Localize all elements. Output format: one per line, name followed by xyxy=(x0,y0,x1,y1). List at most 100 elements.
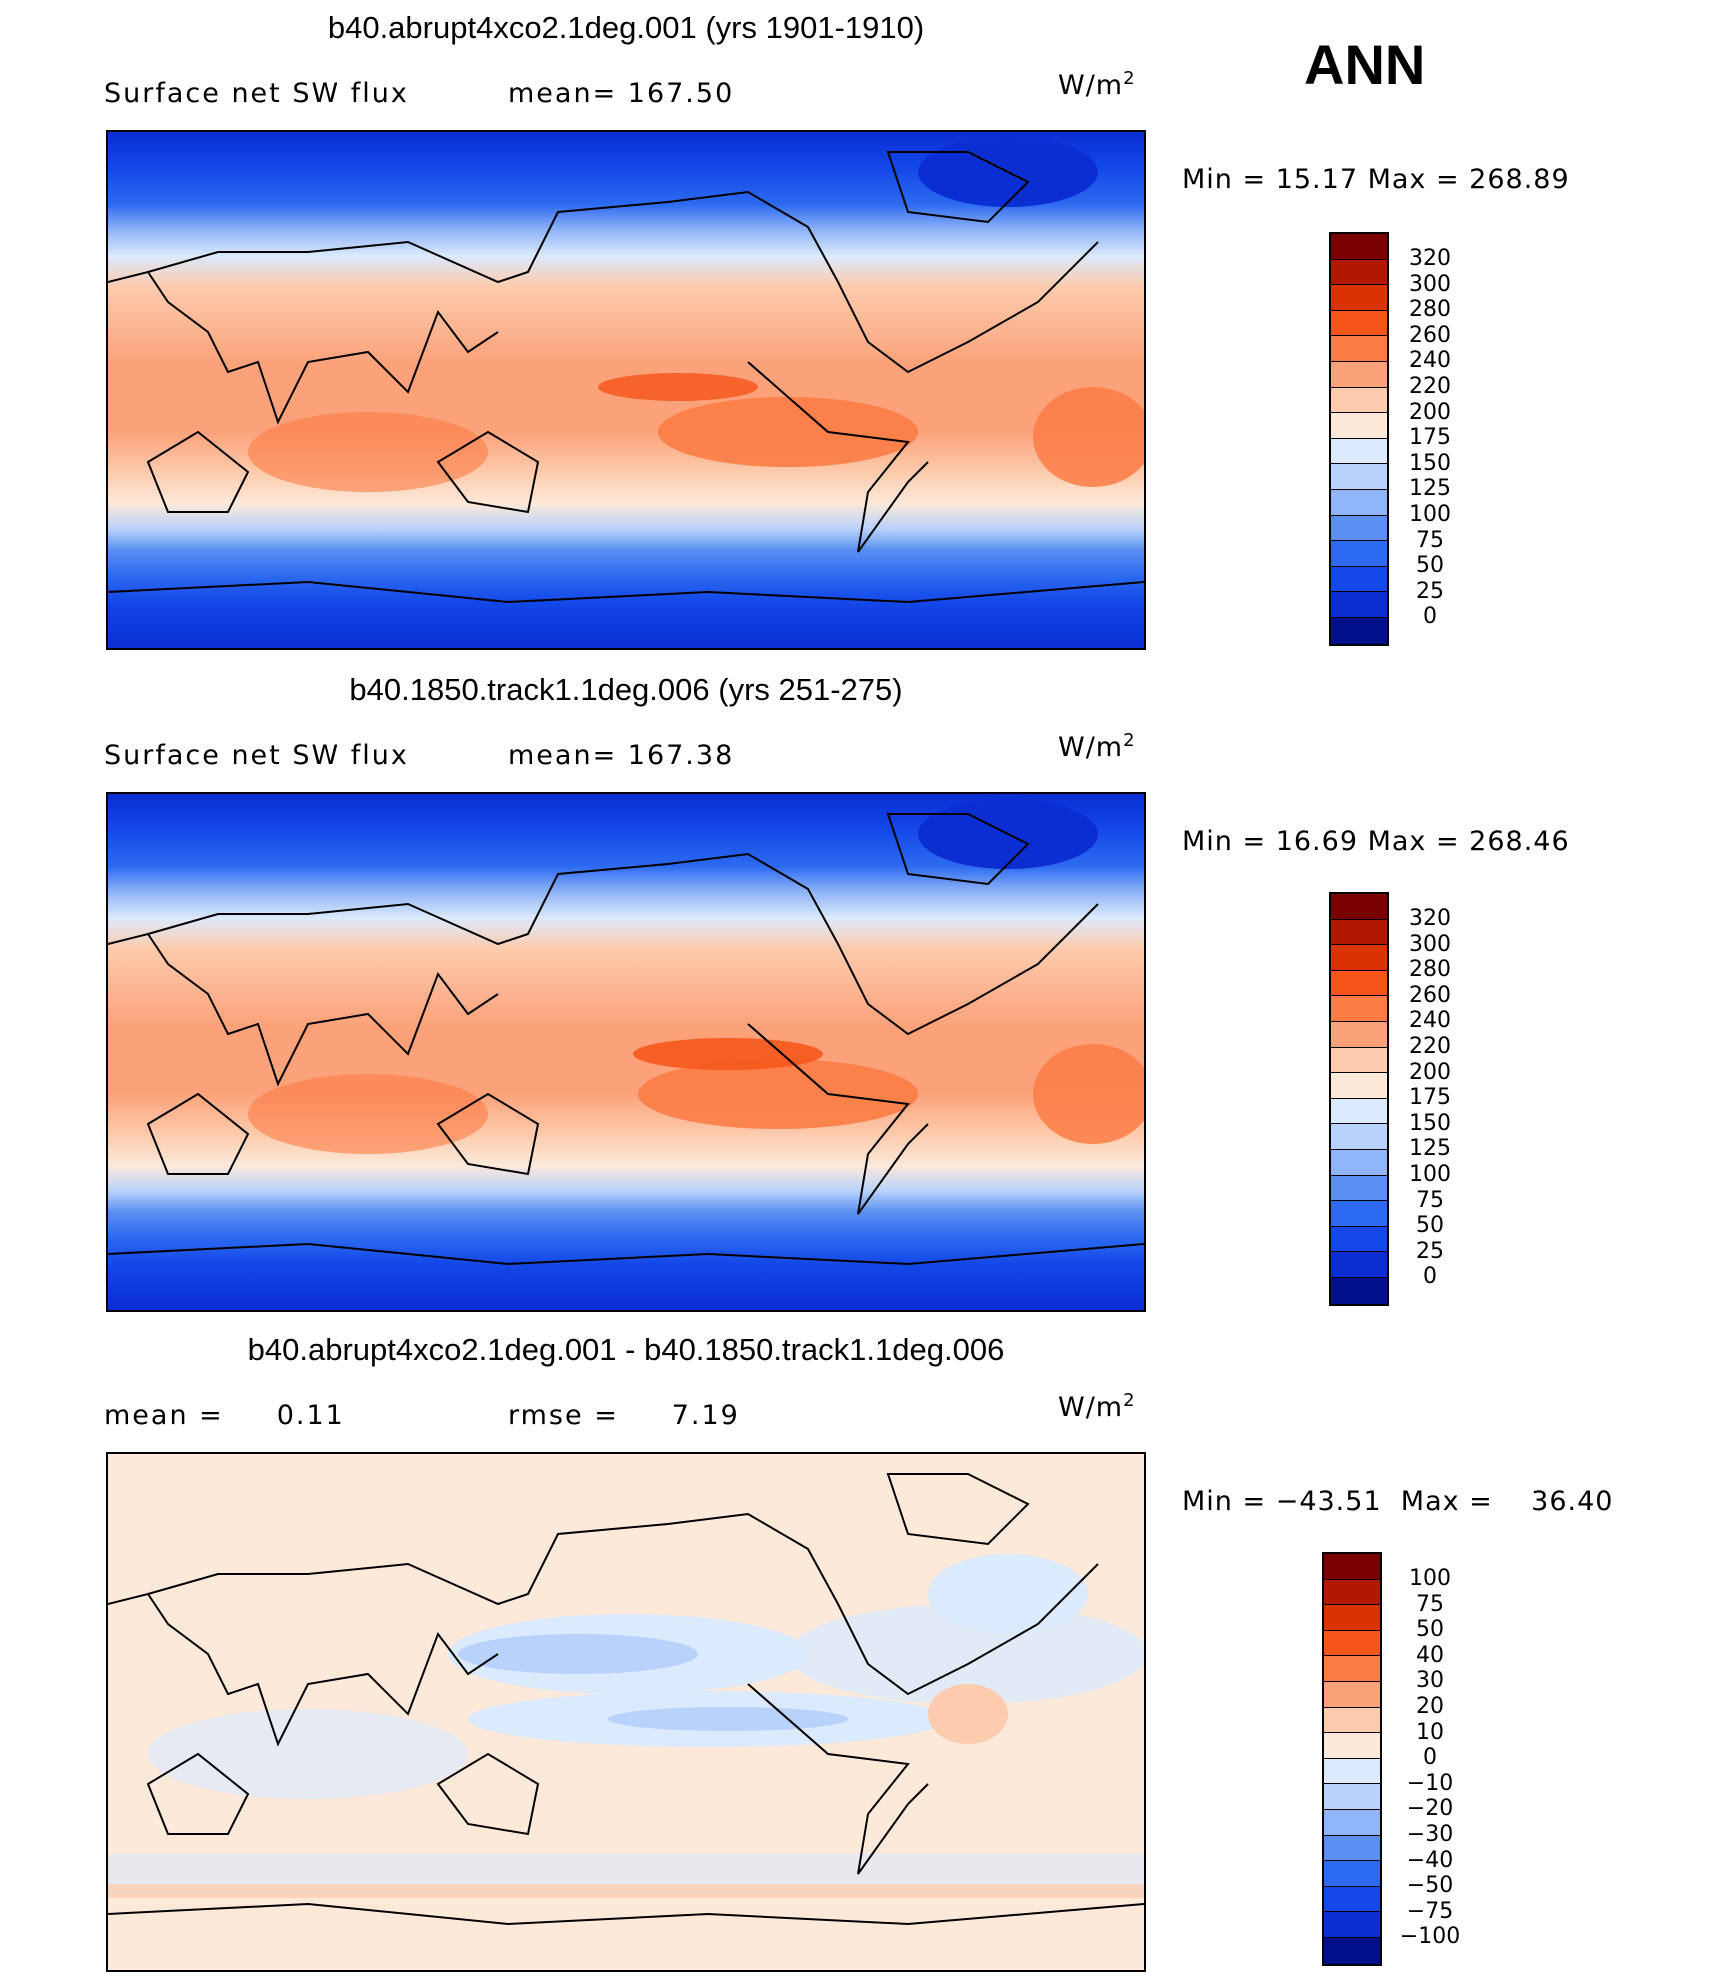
panel-title: b40.abrupt4xco2.1deg.001 (yrs 1901-1910) xyxy=(327,10,925,45)
colorbar-segment xyxy=(1331,1252,1387,1278)
colorbar-level-label: 280 xyxy=(1409,297,1451,323)
colorbar-level-label: 50 xyxy=(1416,1617,1444,1643)
minmax-label: Min = 16.69 Max = 268.46 xyxy=(1182,826,1570,857)
colorbar-segment xyxy=(1331,1175,1387,1202)
colorbar-level-label: 300 xyxy=(1409,271,1451,297)
colorbar-level-label: 220 xyxy=(1409,374,1451,399)
colorbar-segment xyxy=(1331,464,1387,490)
colorbar-segment xyxy=(1331,1047,1387,1074)
colorbar-level-label: −50 xyxy=(1406,1873,1454,1899)
colorbar-segment xyxy=(1331,438,1387,465)
colorbar-segment xyxy=(1324,1784,1380,1810)
colorbar-level-label: −75 xyxy=(1406,1898,1454,1924)
map-field xyxy=(108,132,1144,648)
map-field xyxy=(108,1454,1144,1970)
colorbar-segment xyxy=(1331,996,1387,1022)
colorbar-level-label: 280 xyxy=(1409,957,1451,983)
colorbar-segment xyxy=(1331,1277,1387,1304)
colorbar-level-label: 125 xyxy=(1409,476,1451,502)
colorbar-level-label: 200 xyxy=(1409,1059,1451,1085)
colorbar-segment xyxy=(1331,894,1387,920)
variable-label: Surface net SW flux xyxy=(104,740,409,771)
colorbar-segment xyxy=(1324,1912,1380,1938)
colorbar-segment xyxy=(1324,1809,1380,1836)
colorbar-level-label: 240 xyxy=(1409,1008,1451,1034)
colorbar-segment xyxy=(1331,1124,1387,1150)
panel-title: b40.abrupt4xco2.1deg.001 - b40.1850.trac… xyxy=(247,1332,1005,1367)
colorbar-segment xyxy=(1324,1861,1380,1887)
colorbar-segment xyxy=(1324,1579,1380,1606)
minmax-label: Min = −43.51 Max = 36.40 xyxy=(1182,1486,1614,1517)
colorbar-segment xyxy=(1331,919,1387,946)
colorbar-level-label: −30 xyxy=(1406,1822,1454,1847)
colorbar-level-label: 150 xyxy=(1409,1110,1451,1136)
colorbar-segment xyxy=(1331,1149,1387,1176)
colorbar-segment xyxy=(1324,1937,1380,1964)
colorbar-segment xyxy=(1331,592,1387,618)
colorbar-level-label: 50 xyxy=(1416,1213,1444,1239)
colorbar-segment xyxy=(1331,489,1387,516)
units-label: W/m2 xyxy=(1058,1390,1136,1423)
colorbar-level-label: 25 xyxy=(1416,578,1444,604)
map-field xyxy=(108,794,1144,1310)
colorbar-level-label: 300 xyxy=(1409,931,1451,957)
colorbar-level-label: 175 xyxy=(1409,425,1451,451)
colorbar-level-label: 260 xyxy=(1409,322,1451,348)
colorbar-level-label: 75 xyxy=(1416,1591,1444,1617)
mean-label: mean= 167.50 xyxy=(508,78,735,109)
colorbar xyxy=(1322,1552,1382,1966)
colorbar-segment xyxy=(1324,1733,1380,1759)
colorbar-segment xyxy=(1331,1098,1387,1125)
panel-title: b40.1850.track1.1deg.006 (yrs 251-275) xyxy=(349,672,903,707)
colorbar xyxy=(1329,892,1389,1306)
colorbar-segment xyxy=(1331,234,1387,260)
units-label: W/m2 xyxy=(1058,68,1136,101)
colorbar-level-label: 320 xyxy=(1409,246,1451,271)
colorbar-level-label: −20 xyxy=(1406,1796,1454,1822)
colorbar-segment xyxy=(1331,617,1387,644)
colorbar-level-label: 320 xyxy=(1409,906,1451,931)
colorbar-level-label: 260 xyxy=(1409,982,1451,1008)
world-map xyxy=(106,1452,1146,1972)
colorbar-segment xyxy=(1331,285,1387,311)
colorbar-segment xyxy=(1331,361,1387,388)
units-label: W/m2 xyxy=(1058,730,1136,763)
colorbar-segment xyxy=(1324,1681,1380,1708)
colorbar-level-label: 0 xyxy=(1423,1264,1437,1290)
mean-label: mean = 0.11 xyxy=(104,1400,345,1431)
colorbar-segment xyxy=(1324,1656,1380,1682)
colorbar-level-label: −100 xyxy=(1399,1924,1461,1950)
colorbar-level-label: 150 xyxy=(1409,450,1451,476)
colorbar-level-label: 50 xyxy=(1416,553,1444,579)
colorbar xyxy=(1329,232,1389,646)
colorbar-segment xyxy=(1331,1073,1387,1099)
colorbar-level-label: 100 xyxy=(1409,1566,1451,1591)
colorbar-level-label: 100 xyxy=(1409,502,1451,527)
colorbar-segment xyxy=(1331,1201,1387,1227)
colorbar-segment xyxy=(1331,1021,1387,1048)
colorbar-level-label: −10 xyxy=(1406,1770,1454,1796)
variable-label: Surface net SW flux xyxy=(104,78,409,109)
colorbar-segment xyxy=(1324,1630,1380,1657)
colorbar-level-label: 220 xyxy=(1409,1034,1451,1059)
colorbar-segment xyxy=(1331,566,1387,593)
colorbar-segment xyxy=(1331,310,1387,337)
colorbar-level-label: 0 xyxy=(1423,604,1437,630)
colorbar-level-label: 240 xyxy=(1409,348,1451,374)
colorbar-segment xyxy=(1331,259,1387,286)
colorbar-segment xyxy=(1324,1835,1380,1862)
colorbar-segment xyxy=(1324,1707,1380,1734)
colorbar-segment xyxy=(1331,1226,1387,1253)
colorbar-level-label: 40 xyxy=(1416,1642,1444,1668)
colorbar-segment xyxy=(1331,945,1387,971)
colorbar-segment xyxy=(1331,387,1387,414)
colorbar-segment xyxy=(1331,413,1387,439)
colorbar-segment xyxy=(1331,336,1387,362)
world-map xyxy=(106,130,1146,650)
colorbar-level-label: 75 xyxy=(1416,527,1444,553)
colorbar-level-label: 10 xyxy=(1416,1719,1444,1745)
colorbar-level-label: −40 xyxy=(1406,1847,1454,1873)
colorbar-segment xyxy=(1324,1886,1380,1913)
colorbar-segment xyxy=(1324,1554,1380,1580)
colorbar-segment xyxy=(1331,515,1387,542)
